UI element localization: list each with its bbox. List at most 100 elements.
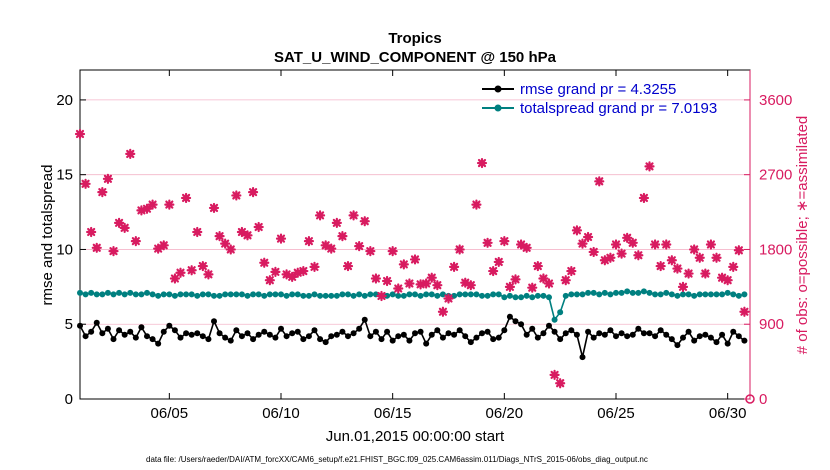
series-0-point-22 bbox=[199, 333, 206, 340]
series-1-point-92 bbox=[590, 289, 597, 296]
series-0-point-112 bbox=[702, 331, 709, 338]
series-1-point-80 bbox=[523, 292, 530, 299]
series-2-star-63 bbox=[426, 272, 437, 283]
series-0-point-46 bbox=[333, 331, 340, 338]
series-2-star-74 bbox=[488, 265, 499, 277]
series-1-point-60 bbox=[412, 291, 418, 298]
series-1-point-72 bbox=[479, 292, 485, 299]
series-2-star-56 bbox=[387, 246, 398, 257]
series-0-point-23 bbox=[205, 336, 212, 343]
series-2-star-44 bbox=[320, 240, 331, 251]
series-1-point-32 bbox=[255, 291, 262, 298]
series-2-star-4 bbox=[97, 187, 108, 198]
series-0-point-100 bbox=[635, 325, 642, 332]
series-0-point-116 bbox=[724, 340, 731, 347]
series-2-star-93 bbox=[594, 176, 605, 187]
series-2-star-52 bbox=[365, 246, 376, 257]
y-right-tick-label-3: 2700 bbox=[759, 167, 792, 184]
series-1-point-90 bbox=[579, 291, 586, 298]
series-2-star-83 bbox=[538, 273, 549, 284]
series-0-point-24 bbox=[211, 318, 217, 325]
series-2-star-67 bbox=[448, 261, 460, 273]
series-0-point-92 bbox=[590, 334, 597, 341]
series-2-star-66 bbox=[443, 293, 454, 304]
series-2-star-79 bbox=[515, 239, 527, 250]
series-0-point-57 bbox=[395, 333, 402, 340]
legend-rmse-label: rmse grand pr = 4.3255 bbox=[520, 81, 676, 98]
series-1-point-89 bbox=[573, 291, 580, 298]
series-0-point-66 bbox=[445, 330, 452, 337]
series-0-point-76 bbox=[501, 327, 508, 334]
series-1-point-101 bbox=[640, 288, 647, 295]
ticks-layer: 06/05 06/10 06/15 06/20 06/25 06/30 0 5 10 15 20 0 9… bbox=[56, 70, 792, 422]
series-2-star-43 bbox=[314, 210, 326, 221]
series-0-point-21 bbox=[194, 330, 201, 337]
series-2-star-49 bbox=[348, 210, 359, 221]
series-1-point-69 bbox=[462, 291, 469, 298]
series-2-star-5 bbox=[102, 173, 114, 184]
series-0-point-115 bbox=[719, 331, 726, 338]
series-2-star-7 bbox=[113, 217, 125, 228]
series-0-point-73 bbox=[484, 328, 491, 335]
series-1-point-68 bbox=[456, 291, 463, 298]
x-tick-label-5: 06/30 bbox=[709, 405, 747, 422]
series-0-point-64 bbox=[434, 327, 441, 334]
series-1-point-7 bbox=[116, 289, 123, 296]
series-1-point-77 bbox=[506, 292, 513, 299]
series-0-point-35 bbox=[272, 334, 279, 341]
series-1-point-119 bbox=[741, 291, 748, 298]
series-0-point-42 bbox=[311, 327, 318, 334]
series-2-star-26 bbox=[220, 238, 231, 249]
series-1-point-91 bbox=[585, 289, 592, 296]
series-1-point-94 bbox=[601, 289, 608, 296]
series-2-star-112 bbox=[700, 268, 711, 279]
series-0-point-7 bbox=[116, 327, 123, 334]
series-0-point-6 bbox=[110, 336, 117, 343]
series-2-star-15 bbox=[158, 240, 169, 251]
series-1-point-117 bbox=[730, 291, 737, 298]
series-2-star-68 bbox=[454, 244, 465, 255]
series-1-point-100 bbox=[635, 289, 642, 296]
series-0-point-107 bbox=[674, 342, 681, 349]
series-0-point-17 bbox=[171, 327, 178, 334]
series-0-point-30 bbox=[244, 330, 251, 337]
series-1-point-3 bbox=[93, 291, 100, 298]
series-2-star-92 bbox=[588, 246, 599, 258]
series-2-star-42 bbox=[309, 261, 320, 273]
series-0-point-53 bbox=[372, 328, 379, 335]
series-2-star-90 bbox=[577, 238, 588, 249]
series-0-point-31 bbox=[250, 336, 257, 343]
series-0-point-52 bbox=[367, 333, 374, 340]
series-1-point-113 bbox=[707, 291, 714, 298]
series-0-point-72 bbox=[479, 330, 485, 337]
y-tick-label-4: 20 bbox=[56, 92, 73, 109]
series-1-point-106 bbox=[668, 291, 675, 298]
series-0-point-58 bbox=[400, 331, 407, 338]
series-0-point-39 bbox=[294, 328, 301, 335]
series-1-point-104 bbox=[657, 291, 664, 298]
y-right-tick-label-2: 1800 bbox=[759, 241, 792, 258]
y-right-tick-label-0: 0 bbox=[759, 391, 767, 408]
series-1-point-18 bbox=[177, 291, 184, 298]
series-0-point-25 bbox=[216, 330, 223, 337]
series-1-point-29 bbox=[238, 291, 245, 298]
series-1-point-67 bbox=[451, 292, 458, 299]
series-0-point-96 bbox=[613, 333, 619, 340]
series-0-point-8 bbox=[121, 331, 128, 338]
series-1-point-2 bbox=[88, 289, 95, 296]
series-1-point-26 bbox=[222, 291, 229, 298]
series-0-point-104 bbox=[657, 327, 664, 334]
series-1-point-33 bbox=[261, 292, 268, 299]
series-0-point-109 bbox=[685, 328, 692, 335]
series-2-star-114 bbox=[711, 252, 722, 263]
series-0-point-38 bbox=[289, 330, 296, 337]
series-2-star-54 bbox=[376, 290, 387, 302]
series-2-star-106 bbox=[666, 255, 677, 266]
series-2-star-110 bbox=[689, 244, 700, 255]
series-0-point-34 bbox=[266, 331, 273, 338]
series-1-point-39 bbox=[294, 291, 301, 298]
series-0-point-119 bbox=[741, 337, 748, 344]
series-0-point-2 bbox=[88, 328, 95, 335]
series-2-star-108 bbox=[677, 281, 689, 292]
series-2-star-98 bbox=[622, 232, 633, 243]
